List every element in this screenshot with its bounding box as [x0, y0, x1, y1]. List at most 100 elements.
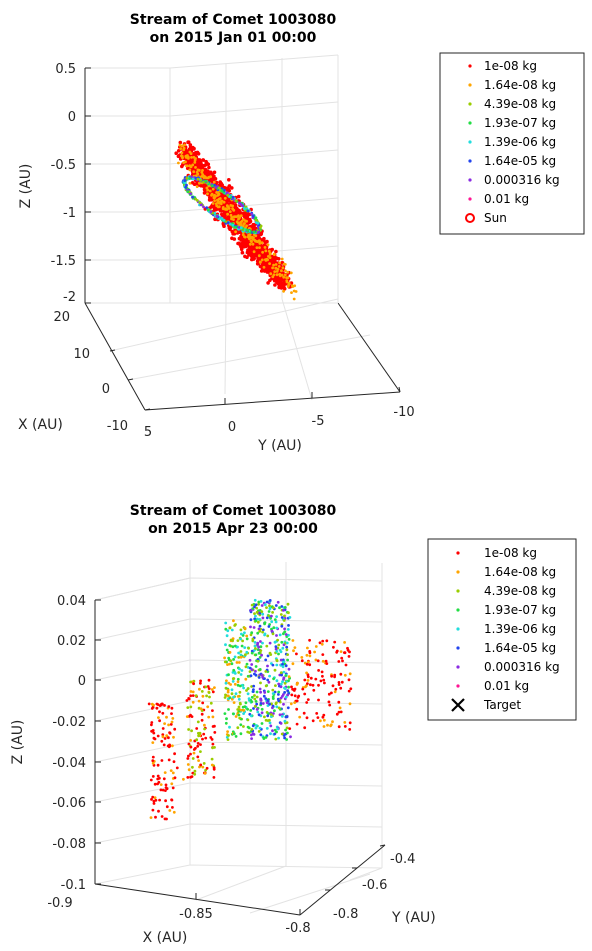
chart-1-point [268, 258, 272, 263]
chart-2-point [265, 644, 269, 648]
chart-1-point [185, 176, 189, 180]
chart-2-point [235, 661, 239, 664]
chart-2-point [249, 714, 253, 718]
chart-2-point [270, 629, 274, 633]
chart-2-point [167, 758, 171, 762]
chart-2-point [226, 690, 230, 694]
chart-2-gridline [349, 867, 383, 881]
chart-1-point [259, 226, 262, 229]
chart-2-x-tick-label: -0.9 [47, 896, 72, 911]
chart-2-point [257, 651, 261, 655]
chart-2-point [238, 690, 242, 694]
chart-1-point [231, 195, 235, 199]
chart-2-point [231, 645, 235, 649]
chart-1-point [206, 192, 209, 196]
chart-2-point [257, 713, 261, 717]
chart-2-point [194, 694, 198, 698]
chart-2-point [237, 705, 241, 709]
chart-1-point [205, 161, 209, 166]
chart-2-point [272, 626, 276, 630]
chart-1: Stream of Comet 1003080 on 2015 Jan 01 0… [18, 12, 585, 454]
chart-1-point [275, 270, 279, 273]
chart-2-point [273, 618, 277, 621]
chart-1-point [241, 233, 245, 237]
chart-2-point [203, 723, 206, 727]
chart-2-point [250, 737, 254, 740]
chart-2-point [347, 655, 351, 658]
chart-2-point [197, 759, 201, 762]
chart-1-point [241, 204, 245, 208]
chart-2-point [275, 615, 278, 618]
chart-2-point [296, 681, 299, 685]
chart-2-point [234, 692, 238, 696]
chart-2-gridline [94, 864, 383, 885]
chart-2-point [243, 627, 247, 630]
chart-1-legend-marker [468, 121, 472, 125]
chart-2-point [263, 621, 267, 624]
chart-1-legend-marker [468, 83, 472, 87]
chart-2-point [203, 772, 207, 775]
chart-1-point [234, 230, 238, 234]
chart-2-z-ticks: 0.04 0.02 0 -0.02 -0.04 -0.06 -0.08 -0.1 [52, 594, 86, 893]
chart-2-point [151, 741, 155, 744]
chart-1-point [197, 158, 202, 162]
chart-2-point [272, 712, 275, 715]
chart-2-point [274, 647, 278, 651]
chart-1-point [255, 246, 259, 250]
chart-1-point [249, 254, 254, 258]
chart-2-point [236, 683, 240, 687]
chart-1-point [174, 151, 178, 155]
chart-2-point [266, 698, 270, 702]
chart-2-gridline [249, 873, 371, 914]
chart-1-point [232, 208, 236, 212]
chart-1-point [292, 297, 296, 301]
chart-2-legend-marker [456, 684, 460, 688]
chart-2-legend-label: 1.39e-06 kg [484, 622, 556, 636]
chart-2-point [232, 619, 235, 623]
chart-2-point [203, 727, 207, 731]
chart-2-point [192, 751, 196, 755]
chart-2-point [225, 717, 228, 721]
chart-2-y-ticks: -0.8 -0.6 -0.4 [333, 852, 415, 922]
chart-2-point [275, 634, 278, 637]
chart-2-point [241, 639, 245, 643]
chart-1-point [210, 193, 213, 197]
chart-1-point [194, 174, 198, 178]
chart-1-legend-marker [468, 140, 472, 144]
chart-2-point [263, 603, 267, 607]
chart-1-point [214, 180, 219, 185]
chart-2-point [308, 650, 312, 653]
chart-2-point [258, 656, 262, 659]
chart-1-point [248, 235, 252, 239]
chart-2-point [251, 690, 255, 693]
chart-2-point [159, 783, 163, 786]
chart-2-point [271, 663, 275, 667]
chart-1-point [188, 181, 192, 185]
chart-2-point [265, 727, 269, 730]
chart-2-legend-marker [456, 665, 460, 669]
chart-1-point [242, 244, 246, 249]
chart-1-x-tick-label: -10 [107, 419, 128, 434]
chart-2-y-tick-label: -0.8 [333, 907, 358, 922]
chart-2-legend-marker-target [451, 698, 465, 712]
chart-2-point [248, 670, 252, 673]
chart-2-point [261, 628, 265, 632]
chart-2-point [282, 608, 285, 612]
chart-2-point [268, 651, 272, 655]
chart-2-point [260, 707, 264, 711]
chart-1-point [233, 204, 238, 209]
chart-1-point [240, 250, 245, 255]
chart-2-point [287, 611, 290, 615]
chart-2-point [254, 647, 257, 650]
chart-2-point [264, 658, 268, 662]
chart-2-point [280, 715, 284, 718]
chart-2-point [208, 695, 211, 699]
chart-2-point [197, 734, 201, 738]
chart-1-point [247, 220, 251, 225]
chart-2-point [306, 679, 310, 682]
chart-1-point [260, 254, 265, 259]
chart-1-tick-mark [85, 67, 91, 304]
chart-2-point [262, 694, 266, 698]
chart-2-point [278, 606, 281, 610]
chart-2-point [281, 662, 284, 666]
